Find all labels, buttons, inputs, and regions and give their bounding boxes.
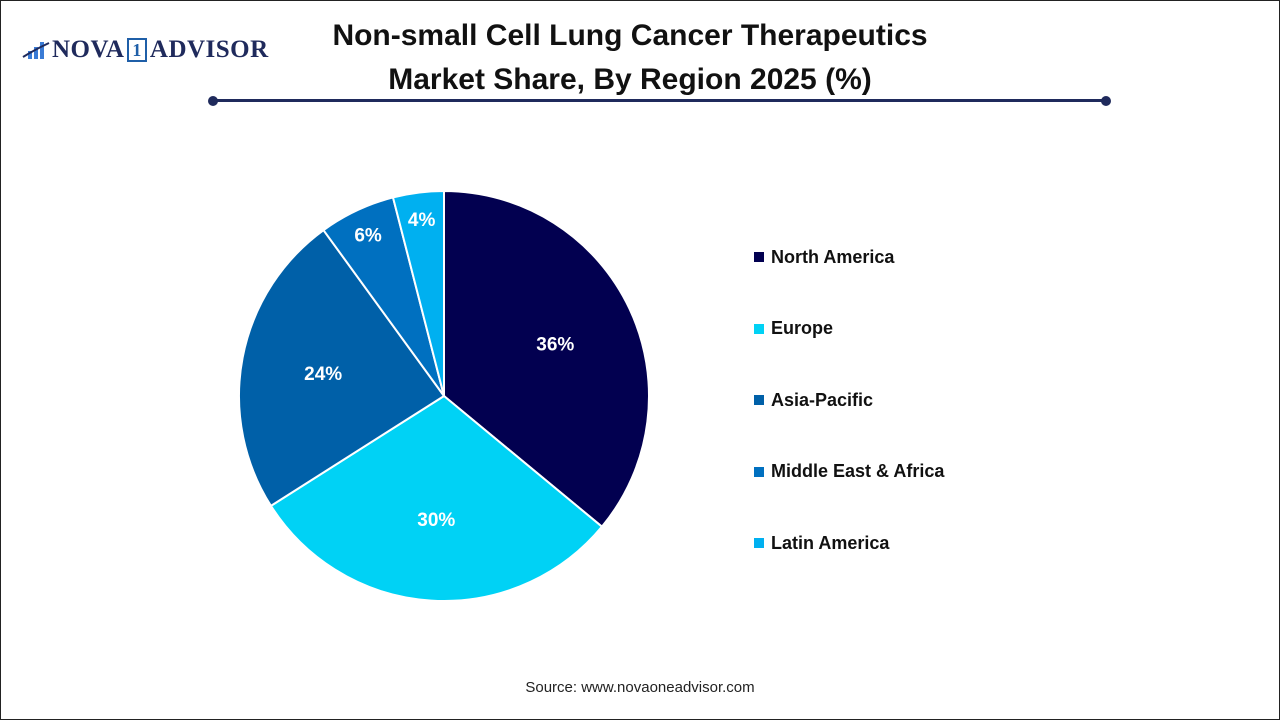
- legend-swatch: [754, 323, 764, 334]
- data-label: 24%: [304, 364, 342, 385]
- data-label: 6%: [354, 226, 382, 247]
- legend-item: Europe: [754, 317, 944, 341]
- divider-dot-left: [208, 96, 218, 106]
- title-divider: [213, 99, 1106, 102]
- logo: NOVA 1 ADVISOR: [22, 36, 269, 64]
- legend-label: Asia-Pacific: [771, 389, 874, 410]
- logo-text-mid: 1: [127, 38, 147, 62]
- pie-slice-latin-america: [391, 189, 445, 397]
- legend-swatch: [754, 538, 764, 548]
- bar-chart-icon: [22, 42, 50, 59]
- source-note: Source: www.novaoneadvisor.com: [525, 679, 755, 696]
- legend-item: Latin America: [754, 531, 944, 555]
- legend-swatch: [754, 252, 764, 262]
- legend-item: Asia-Pacific: [754, 388, 944, 412]
- data-label: 4%: [408, 210, 436, 231]
- legend-label: Latin America: [771, 532, 890, 553]
- legend: North America Europe Asia-Pacific Middle Ea…: [754, 245, 944, 603]
- pie-slice-europe: [269, 394, 604, 602]
- logo-text-right: ADVISOR: [149, 36, 269, 63]
- logo-text-left: NOVA: [52, 36, 125, 63]
- pie-slice-asia-pacific: [238, 228, 446, 508]
- legend-swatch: [754, 466, 764, 477]
- chart-title: Non-small Cell Lung Cancer Therapeutics …: [332, 19, 928, 96]
- data-label: 36%: [536, 335, 574, 356]
- legend-label: Europe: [771, 318, 834, 338]
- legend-label: Middle East & Africa: [771, 461, 945, 481]
- legend-label: North America: [771, 246, 895, 267]
- pie-slice-north-america: [443, 189, 650, 529]
- legend-swatch: [754, 395, 764, 405]
- divider-dot-right: [1101, 96, 1111, 106]
- data-label: 30%: [417, 510, 455, 531]
- legend-item: North America: [754, 245, 944, 269]
- legend-item: Middle East & Africa: [754, 460, 944, 484]
